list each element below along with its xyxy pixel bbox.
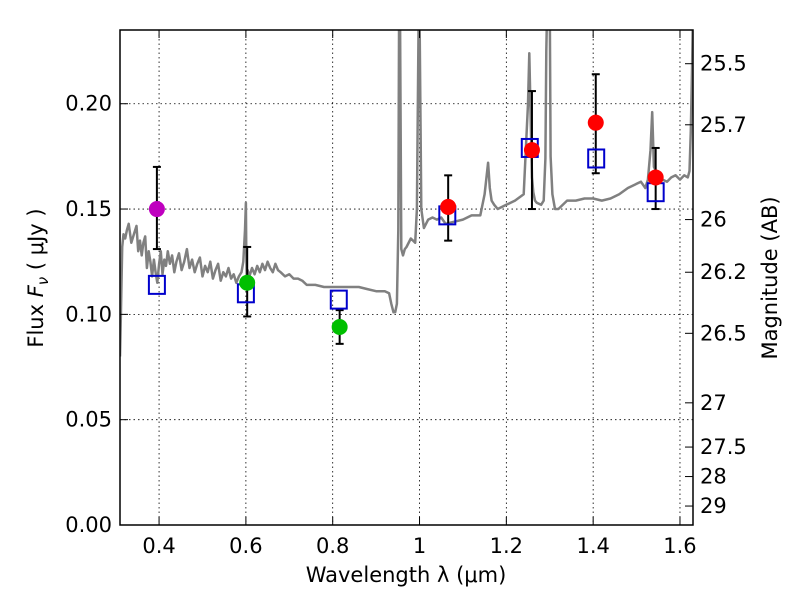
x-tick-label: 1.2 (490, 534, 523, 558)
observed-flux-point (440, 198, 457, 215)
x-axis-label: Wavelength λ (μm) (306, 563, 507, 587)
observed-flux-point (148, 201, 165, 218)
axis-ticks: 0.4 0.6 0.8 1 1.2 1.4 1.6 0.00 0.05 0.10 0.15 0.20 2… (65, 30, 747, 558)
y2-axis-label: Magnitude (AB) (758, 196, 782, 359)
model-spectrum-line (120, 30, 693, 357)
observed-flux-point (647, 169, 664, 186)
y-tick-label: 0.15 (65, 197, 112, 221)
observed-points (148, 114, 664, 335)
y2-tick-label: 26.2 (700, 260, 747, 284)
y2-tick-label: 25.7 (700, 113, 747, 137)
x-tick-label: 1 (413, 534, 426, 558)
observed-flux-point (239, 274, 256, 291)
x-tick-label: 1.6 (663, 534, 696, 558)
plot-frame (119, 29, 694, 526)
y-axis-label: Flux Fν ( μJy ) (24, 208, 52, 347)
observed-flux-point (331, 319, 348, 335)
y-tick-label: 0.20 (65, 92, 112, 116)
y2-tick-label: 29 (700, 494, 727, 518)
x-tick-label: 1.4 (576, 534, 609, 558)
y-tick-label: 0.05 (65, 408, 112, 432)
model-flux-square (329, 289, 348, 310)
y2-tick-label: 26 (700, 208, 727, 232)
model-flux-square (587, 148, 606, 169)
x-tick-label: 0.6 (229, 534, 262, 558)
model-flux-square (147, 274, 166, 295)
x-tick-label: 0.8 (316, 534, 349, 558)
y2-tick-label: 27.5 (700, 435, 747, 459)
y2-tick-label: 27 (700, 391, 727, 415)
y-tick-label: 0.10 (65, 302, 112, 326)
y2-tick-label: 28 (700, 465, 727, 489)
plot-area (120, 30, 693, 525)
x-tick-label: 0.4 (142, 534, 175, 558)
y2-tick-label: 26.5 (700, 321, 747, 345)
observed-flux-point (523, 142, 540, 159)
y2-tick-label: 25.5 (700, 52, 747, 76)
observed-flux-point (587, 114, 604, 131)
y-tick-label: 0.00 (65, 513, 112, 537)
